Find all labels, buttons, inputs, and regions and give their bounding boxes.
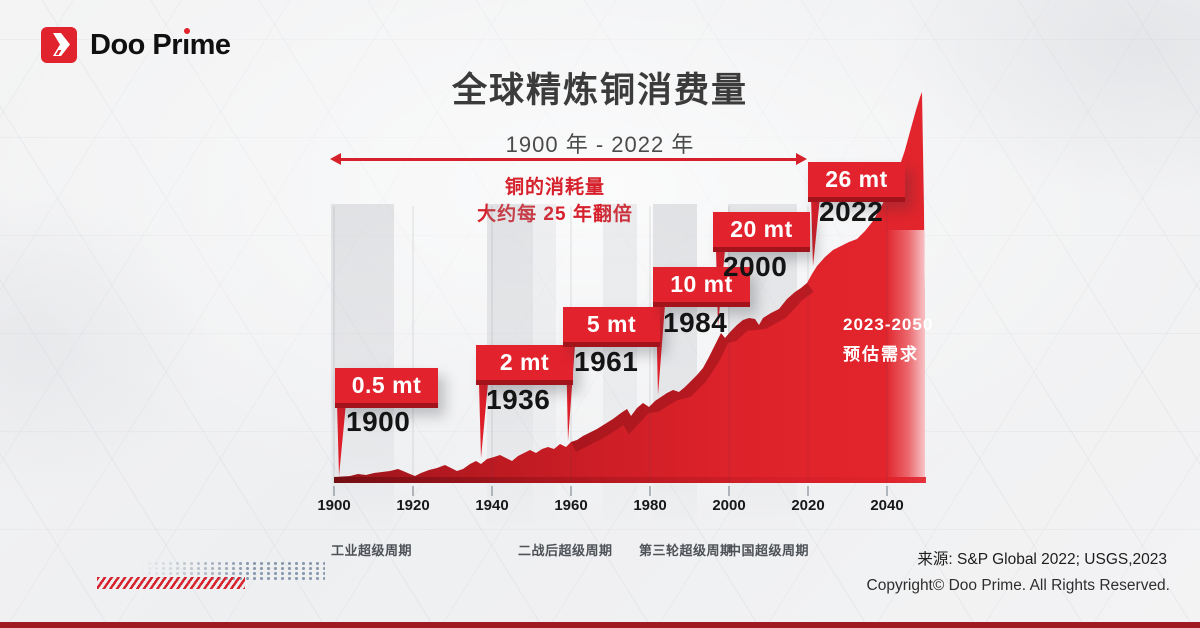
supercycle-label: 第三轮超级周期: [639, 543, 734, 558]
callout-year: 2022: [819, 196, 884, 227]
callout-year: 1984: [663, 307, 728, 338]
callout-value: 26 mt: [825, 166, 888, 192]
supercycle-label: 中国超级周期: [728, 543, 810, 558]
supercycle-label: 工业超级周期: [331, 543, 413, 558]
bottom-bar: [0, 622, 1200, 628]
axis-tick-label: 2000: [712, 497, 746, 514]
axis-tick-label: 1980: [633, 497, 667, 514]
page-subtitle: 1900 年 - 2022 年: [505, 132, 695, 157]
double-arrow: [330, 153, 807, 166]
brand-logo: Doo Prıme: [40, 26, 231, 64]
annotation-line1: 铜的消耗量: [504, 177, 605, 198]
callout-box-1984: 10 mt: [653, 267, 750, 307]
callout-box-1900: 0.5 mt: [335, 368, 438, 408]
arrow-shaft: [336, 158, 801, 161]
callout-value: 10 mt: [670, 271, 733, 297]
source-text: 来源: S&P Global 2022; USGS,2023: [917, 551, 1167, 568]
gridlines: [333, 206, 888, 483]
callout-box-1961: 5 mt: [563, 307, 660, 347]
axis-tick-label: 1920: [396, 497, 430, 514]
callout-value: 0.5 mt: [351, 372, 422, 398]
projection-range: 2023-2050: [843, 315, 934, 334]
callout-value: 5 mt: [586, 311, 637, 337]
axis-tick-label: 1900: [317, 497, 351, 514]
axis-tick-label: 2020: [791, 497, 825, 514]
title-block: 全球精炼铜消费量 1900 年 - 2022 年: [300, 0, 900, 159]
callout-pin: [479, 383, 488, 458]
copyright-text: Copyright© Doo Prime. All Rights Reserve…: [866, 577, 1170, 594]
background-shade: [0, 180, 320, 510]
projection-label: 预估需求: [843, 345, 919, 364]
axis-tick-label: 1960: [554, 497, 588, 514]
callout-pin: [337, 403, 346, 476]
callout-year: 1936: [486, 384, 551, 415]
doo-prime-icon: [40, 26, 78, 64]
brand-name: Doo Prıme: [90, 28, 231, 61]
projection-fade: [886, 230, 925, 483]
axis-ticks: [333, 486, 888, 496]
callout-year: 2000: [723, 251, 788, 282]
hatch-decoration: [97, 577, 245, 589]
baseline-strip: [334, 477, 926, 483]
axis-tick-label: 1940: [475, 497, 509, 514]
callout-pin: [811, 197, 820, 266]
callout-box-2022: 26 mt: [808, 162, 905, 202]
callout-box-2000: 20 mt: [713, 212, 810, 252]
supercycle-label: 二战后超级周期: [518, 543, 613, 558]
callout-box-1936: 2 mt: [476, 345, 573, 385]
brand-i-dot: ı: [182, 28, 190, 61]
axis-tick-label: 2040: [870, 497, 904, 514]
callout-year: 1961: [574, 346, 639, 377]
callout-value: 2 mt: [499, 349, 550, 375]
page-title: 全球精炼铜消费量: [451, 71, 748, 110]
consumption-area: [334, 92, 925, 483]
dots-decoration: [140, 561, 325, 582]
callout-year: 1900: [346, 406, 411, 437]
callout-value: 20 mt: [730, 216, 793, 242]
